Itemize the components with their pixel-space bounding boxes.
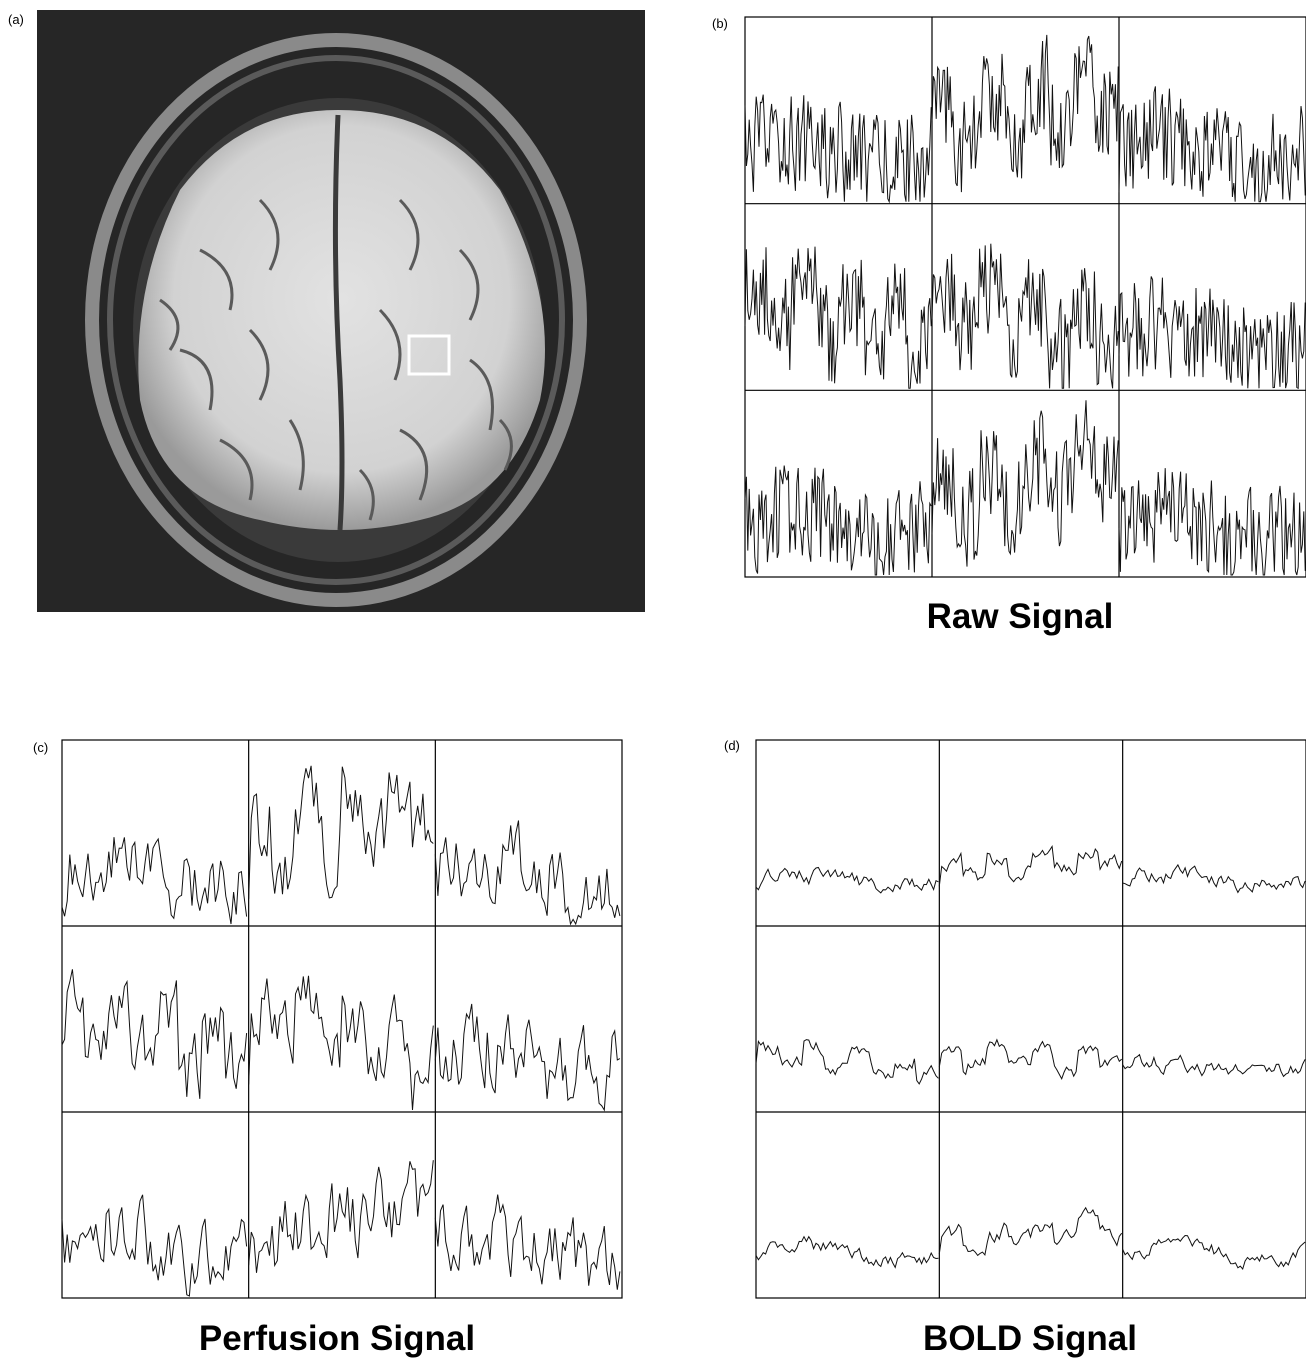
waveform <box>1118 276 1306 390</box>
waveform <box>1122 1053 1306 1078</box>
panel-label: (b) <box>712 16 728 31</box>
waveform <box>248 1160 434 1273</box>
waveform <box>434 820 621 926</box>
waveform <box>1122 1234 1306 1271</box>
waveform <box>755 1235 939 1269</box>
waveform <box>248 765 434 899</box>
panel-label: (d) <box>724 738 740 753</box>
waveform <box>61 1194 248 1297</box>
waveform <box>434 1003 621 1112</box>
waveform <box>931 34 1119 193</box>
grid-frame <box>755 739 1306 1299</box>
waveform <box>744 94 932 204</box>
panel-label: (a) <box>8 12 24 27</box>
waveform <box>248 975 434 1111</box>
grid-frame <box>61 739 623 1299</box>
waveform <box>1118 468 1306 576</box>
waveform <box>1118 86 1306 203</box>
waveform <box>744 465 932 576</box>
grid-frame <box>744 16 1306 578</box>
waveform <box>755 1039 939 1085</box>
waveform <box>931 400 1119 567</box>
panel-label: (c) <box>33 740 48 755</box>
waveform <box>1122 863 1306 894</box>
panel-title: BOLD Signal <box>923 1319 1137 1358</box>
waveform <box>61 969 248 1099</box>
panel-title: Raw Signal <box>927 597 1114 636</box>
waveform <box>744 246 932 389</box>
signal-grid <box>61 739 623 1299</box>
signal-grid <box>755 739 1306 1299</box>
waveform <box>931 243 1119 389</box>
waveform <box>61 837 248 925</box>
waveform <box>938 1038 1123 1081</box>
panel-title: Perfusion Signal <box>199 1319 475 1358</box>
mri-image <box>37 10 645 612</box>
waveform <box>434 1194 621 1290</box>
waveform <box>755 866 939 894</box>
waveform <box>938 845 1123 887</box>
waveform <box>938 1206 1123 1257</box>
